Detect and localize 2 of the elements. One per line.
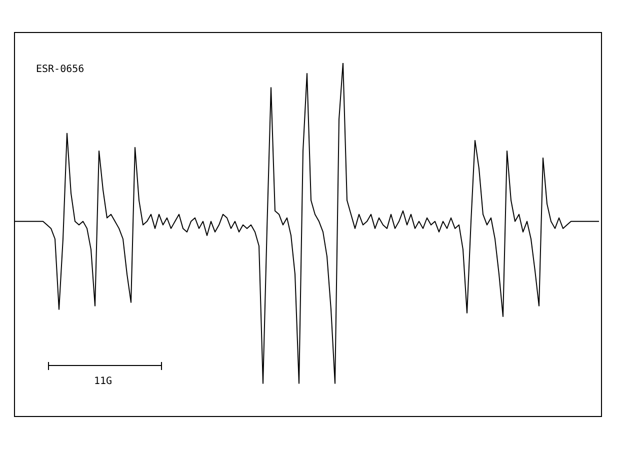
annotation: 11G (94, 376, 112, 387)
annotation: ESR-0656 (36, 64, 84, 75)
